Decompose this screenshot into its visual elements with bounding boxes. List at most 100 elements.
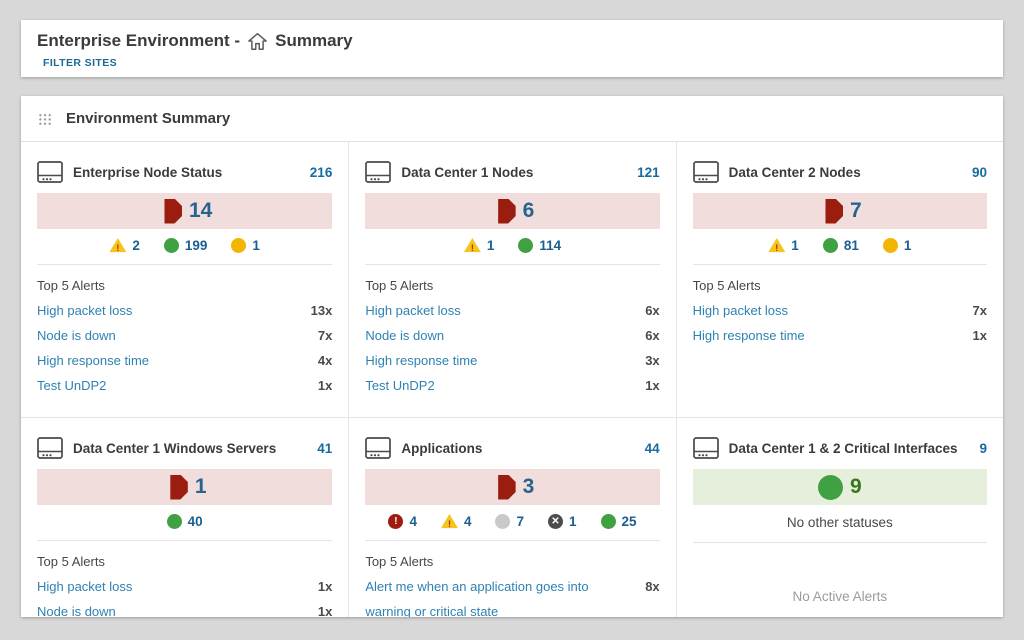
card-header: Data Center 1 & 2 Critical Interfaces 9 xyxy=(677,418,1003,459)
status-item[interactable]: ✕ 1 xyxy=(547,514,577,529)
down-x-circle-icon: ✕ xyxy=(547,514,563,529)
resource-card: Applications 44 3 ! 4 ! 4 7 ✕ 1 25 Top 5 Alerts Aler… xyxy=(348,417,676,617)
card-total-link[interactable]: 41 xyxy=(317,440,333,456)
card-total-link[interactable]: 121 xyxy=(637,164,660,180)
status-banner[interactable]: 7 xyxy=(692,193,987,229)
alert-link[interactable]: Node is down xyxy=(365,328,445,343)
alert-link[interactable]: High response time xyxy=(37,353,149,368)
down-octagon-icon xyxy=(164,198,182,224)
status-banner[interactable]: 9 xyxy=(692,469,987,505)
status-item[interactable]: ! 1 xyxy=(768,238,799,253)
alerts-section: Top 5 Alerts High packet loss 13x Node is d… xyxy=(21,265,348,398)
banner-count: 14 xyxy=(188,199,213,222)
drag-handle-icon[interactable] xyxy=(38,112,53,125)
status-banner[interactable]: 1 xyxy=(37,469,333,505)
alerts-title: Top 5 Alerts xyxy=(365,554,434,569)
status-count: 1 xyxy=(791,238,799,253)
status-item[interactable]: ! 4 xyxy=(388,514,417,529)
card-total-link[interactable]: 216 xyxy=(309,164,333,180)
alert-count: 1x xyxy=(317,579,333,594)
card-title: Data Center 1 Nodes xyxy=(401,164,534,180)
card-total-link[interactable]: 9 xyxy=(979,440,987,456)
alert-link[interactable]: High packet loss xyxy=(692,303,789,318)
status-item[interactable]: 81 xyxy=(822,238,859,253)
alert-row: High packet loss 13x xyxy=(37,298,332,323)
alert-count: 1x xyxy=(317,378,333,393)
status-row: ! 2 199 1 xyxy=(37,238,333,265)
external-circle-icon xyxy=(231,238,247,253)
page-title-prefix: Enterprise Environment - xyxy=(37,31,241,50)
alerts-title: Top 5 Alerts xyxy=(692,278,761,293)
alert-link[interactable]: Node is down xyxy=(37,328,116,343)
card-title: Data Center 1 Windows Servers xyxy=(73,440,277,456)
page-title: Enterprise Environment - Summary xyxy=(37,29,987,53)
status-count: 1 xyxy=(903,238,912,253)
up-circle-icon xyxy=(518,238,534,253)
nodes-widget-icon xyxy=(37,437,63,459)
down-octagon-icon xyxy=(498,474,516,500)
alert-link[interactable]: Test UnDP2 xyxy=(37,378,107,393)
status-count: 1 xyxy=(252,238,260,253)
status-item[interactable]: 114 xyxy=(518,238,561,253)
alert-row: High response time 3x xyxy=(365,348,659,373)
card-total-link[interactable]: 44 xyxy=(644,440,660,456)
alert-link[interactable]: High packet loss xyxy=(37,579,133,594)
status-item[interactable]: 1 xyxy=(882,238,912,253)
nodes-widget-icon xyxy=(365,437,392,459)
status-item[interactable]: 1 xyxy=(231,238,260,253)
status-item[interactable]: ! 2 xyxy=(109,238,140,253)
status-banner[interactable]: 3 xyxy=(365,469,660,505)
nodes-widget-icon xyxy=(37,161,63,183)
alert-row: High packet loss 1x xyxy=(37,574,332,599)
widget-header: Environment Summary xyxy=(21,96,1003,142)
status-count: 25 xyxy=(621,514,637,529)
alert-count: 3x xyxy=(645,353,660,368)
status-item[interactable]: ! 1 xyxy=(463,238,495,253)
filter-sites-link[interactable]: FILTER SITES xyxy=(43,57,118,69)
alert-link[interactable]: High response time xyxy=(692,328,805,343)
alert-link[interactable]: Test UnDP2 xyxy=(365,378,435,393)
card-header: Data Center 2 Nodes 90 xyxy=(677,142,1003,183)
alert-row: Node is down 7x xyxy=(37,323,332,348)
status-row: ! 1 81 1 xyxy=(692,238,987,265)
status-count: 7 xyxy=(516,514,524,529)
resource-card: Data Center 1 Windows Servers 41 1 40 Top 5 … xyxy=(21,417,349,617)
alert-link[interactable]: High packet loss xyxy=(37,303,133,318)
status-item[interactable]: ! 4 xyxy=(440,514,471,529)
resource-card: Data Center 1 & 2 Critical Interfaces 9 9 N… xyxy=(675,417,1003,617)
alerts-title: Top 5 Alerts xyxy=(37,278,105,293)
alert-count: 4x xyxy=(317,353,333,368)
alert-row: High response time 4x xyxy=(37,348,332,373)
card-title: Applications xyxy=(401,440,483,456)
warning-triangle-icon: ! xyxy=(463,238,481,253)
card-header: Data Center 1 Nodes 121 xyxy=(349,142,675,183)
status-item[interactable]: 25 xyxy=(600,514,637,529)
alert-link[interactable]: Alert me when an application goes into w… xyxy=(365,579,589,617)
up-circle-icon xyxy=(163,238,179,253)
nodes-widget-icon xyxy=(365,161,392,183)
alert-count: 6x xyxy=(645,303,660,318)
home-icon xyxy=(247,32,268,51)
resource-card: Enterprise Node Status 216 14! 2 199 1 Top 5 A… xyxy=(21,142,348,417)
status-item[interactable]: 199 xyxy=(163,238,207,253)
alert-row: Test UnDP2 1x xyxy=(365,373,659,398)
status-banner[interactable]: 6 xyxy=(365,193,660,229)
status-count: 1 xyxy=(486,238,495,253)
no-active-alerts: No Active Alerts xyxy=(792,589,888,604)
card-header: Applications 44 xyxy=(349,418,675,459)
alert-link[interactable]: High response time xyxy=(365,353,478,368)
card-total-link[interactable]: 90 xyxy=(971,164,987,180)
status-row: ! 1 114 xyxy=(365,238,660,265)
alert-link[interactable]: High packet loss xyxy=(365,303,461,318)
alert-count: 13x xyxy=(310,303,333,318)
status-item[interactable]: 7 xyxy=(495,514,524,529)
status-item[interactable]: 40 xyxy=(166,514,203,529)
status-count: 4 xyxy=(409,514,417,529)
alerts-title: Top 5 Alerts xyxy=(37,554,105,569)
status-banner[interactable]: 14 xyxy=(37,193,333,229)
alert-row: Alert me when an application goes into w… xyxy=(365,574,659,617)
alert-row: High packet loss 6x xyxy=(365,298,659,323)
cards-grid: Enterprise Node Status 216 14! 2 199 1 Top 5 A… xyxy=(21,142,1003,617)
alert-count: 1x xyxy=(645,378,660,393)
alert-link[interactable]: Node is down xyxy=(37,604,116,617)
